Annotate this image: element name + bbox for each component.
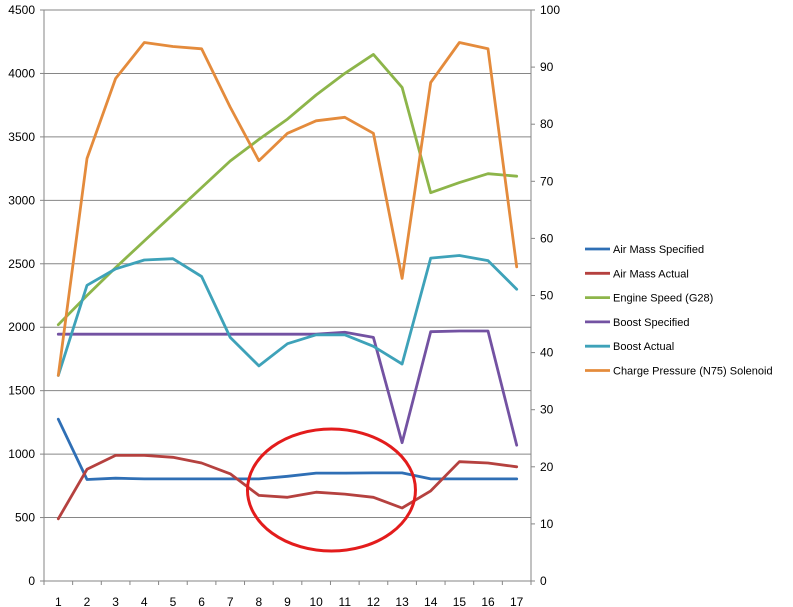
- legend-label: Air Mass Specified: [613, 244, 704, 256]
- x-tick-label: 12: [367, 595, 381, 607]
- x-tick-label: 14: [424, 595, 438, 607]
- right-tick-label: 70: [540, 174, 554, 188]
- x-tick-label: 16: [481, 595, 495, 607]
- series-line-5: [56, 254, 519, 377]
- x-tick-label: 4: [141, 595, 148, 607]
- left-tick-label: 3500: [8, 130, 35, 144]
- x-tick-label: 5: [170, 595, 177, 607]
- series-line-4: [56, 329, 519, 447]
- axes: [43, 10, 532, 582]
- x-tick-label: 11: [339, 595, 352, 607]
- left-tick-label: 1500: [8, 384, 35, 398]
- right-tick-label: 50: [540, 289, 554, 303]
- highlight-ellipse: [245, 427, 417, 553]
- gridlines: [44, 9, 531, 519]
- right-axis-ticks: 0 10 20 30 40 50 60 70 80 90 100: [531, 3, 560, 588]
- x-axis-ticks: 1 2 3 4 5 6 7 8 9 10 11 12 13 14 15 16 17: [43, 581, 532, 607]
- series-lines: [56, 41, 519, 521]
- legend-label: Boost Actual: [613, 341, 674, 353]
- x-tick-label: 15: [453, 595, 467, 607]
- right-tick-label: 30: [540, 403, 554, 417]
- x-tick-label: 3: [112, 595, 119, 607]
- left-tick-label: 0: [28, 574, 35, 588]
- legend-label: Charge Pressure (N75) Solenoid: [613, 366, 773, 378]
- x-tick-label: 6: [198, 595, 205, 607]
- x-tick-label: 2: [84, 595, 91, 607]
- legend-label: Engine Speed (G28): [613, 293, 713, 305]
- x-tick-label: 8: [256, 595, 263, 607]
- legend: Air Mass Specified Air Mass Actual Engine …: [585, 244, 773, 378]
- legend-label: Air Mass Actual: [613, 268, 689, 280]
- series-line-1: [56, 417, 519, 481]
- left-tick-label: 3000: [8, 193, 35, 207]
- series-line-6: [56, 41, 519, 377]
- left-tick-label: 4500: [8, 3, 35, 17]
- left-tick-label: 4000: [8, 66, 35, 80]
- series-line-3: [56, 53, 519, 327]
- right-tick-label: 90: [540, 60, 554, 74]
- right-tick-label: 80: [540, 117, 554, 131]
- right-tick-label: 20: [540, 460, 554, 474]
- left-tick-label: 1000: [8, 447, 35, 461]
- series-line-2: [56, 453, 519, 521]
- right-tick-label: 100: [540, 3, 560, 17]
- legend-label: Boost Specified: [613, 317, 689, 329]
- annotation-layer: [245, 427, 417, 553]
- x-tick-label: 9: [284, 595, 291, 607]
- left-axis-ticks: 0 500 1000 1500 2000 2500 3000 3500 4000 4500: [8, 3, 44, 588]
- x-tick-label: 17: [510, 595, 524, 607]
- right-tick-label: 0: [540, 574, 547, 588]
- right-tick-label: 60: [540, 231, 554, 245]
- x-tick-label: 7: [227, 595, 234, 607]
- x-tick-label: 10: [309, 595, 323, 607]
- right-tick-label: 10: [540, 517, 554, 531]
- left-tick-label: 500: [15, 511, 35, 525]
- right-tick-label: 40: [540, 346, 554, 360]
- left-tick-label: 2500: [8, 257, 35, 271]
- x-tick-label: 1: [55, 595, 62, 607]
- left-tick-label: 2000: [8, 320, 35, 334]
- x-tick-label: 13: [395, 595, 409, 607]
